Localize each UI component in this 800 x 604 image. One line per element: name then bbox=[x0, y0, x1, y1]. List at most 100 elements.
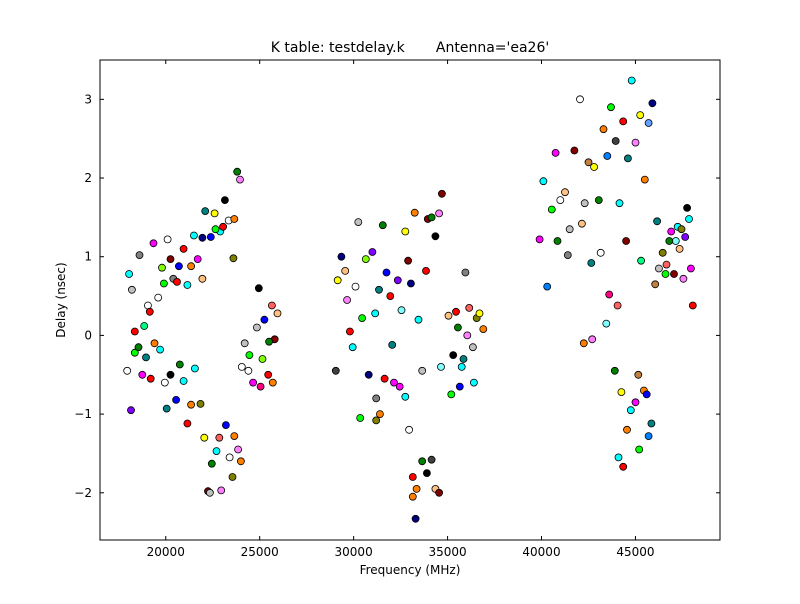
data-point bbox=[635, 445, 644, 454]
data-point bbox=[179, 244, 188, 253]
data-point bbox=[401, 392, 410, 401]
data-point bbox=[431, 232, 440, 241]
data-point bbox=[268, 378, 277, 387]
data-point bbox=[681, 233, 690, 241]
data-point bbox=[210, 209, 219, 218]
data-point bbox=[206, 233, 215, 241]
data-point bbox=[123, 366, 132, 375]
x-tick-label: 35000 bbox=[428, 545, 466, 559]
data-point bbox=[619, 117, 628, 126]
data-point bbox=[159, 279, 168, 288]
data-point bbox=[623, 425, 631, 434]
data-point bbox=[401, 227, 410, 236]
data-point bbox=[675, 244, 684, 253]
data-point bbox=[244, 366, 253, 375]
data-point bbox=[561, 188, 569, 197]
data-point bbox=[183, 419, 192, 428]
data-point bbox=[412, 484, 421, 493]
data-point bbox=[217, 486, 226, 495]
data-point bbox=[658, 248, 667, 257]
data-point bbox=[576, 95, 584, 104]
data-point bbox=[570, 146, 579, 155]
data-point bbox=[667, 227, 676, 236]
data-point bbox=[354, 218, 363, 227]
data-point bbox=[130, 348, 139, 357]
data-point bbox=[207, 459, 216, 468]
data-point bbox=[245, 351, 254, 360]
data-point bbox=[469, 378, 478, 387]
data-point bbox=[563, 251, 572, 260]
x-tick-label: 45000 bbox=[616, 545, 654, 559]
data-point bbox=[637, 256, 645, 265]
data-point bbox=[175, 360, 184, 369]
data-point bbox=[142, 353, 150, 362]
data-point bbox=[408, 473, 417, 481]
y-tick-label: 1 bbox=[84, 250, 92, 264]
data-point bbox=[254, 284, 263, 293]
data-point bbox=[193, 255, 202, 264]
data-point bbox=[427, 455, 436, 464]
data-point bbox=[553, 237, 562, 245]
data-point bbox=[212, 447, 221, 456]
data-point bbox=[611, 137, 620, 145]
data-point bbox=[351, 282, 360, 291]
data-point bbox=[599, 125, 608, 134]
data-point bbox=[273, 309, 282, 318]
data-point bbox=[607, 103, 615, 112]
data-point bbox=[375, 285, 383, 294]
data-point bbox=[249, 378, 258, 387]
data-point bbox=[627, 76, 636, 85]
data-point bbox=[535, 235, 544, 244]
data-point bbox=[341, 266, 350, 275]
data-point bbox=[435, 209, 444, 218]
data-point bbox=[437, 362, 445, 371]
data-point bbox=[265, 337, 274, 346]
data-point bbox=[662, 260, 671, 269]
data-point bbox=[125, 270, 134, 278]
data-point bbox=[236, 457, 245, 466]
data-point bbox=[453, 323, 462, 332]
data-point bbox=[584, 158, 593, 167]
data-point bbox=[452, 307, 460, 316]
data-point bbox=[196, 399, 205, 408]
data-point bbox=[219, 222, 228, 231]
data-point bbox=[670, 270, 678, 278]
data-point bbox=[603, 152, 612, 160]
data-point bbox=[140, 322, 149, 330]
data-point bbox=[461, 268, 470, 277]
data-point bbox=[648, 99, 657, 108]
data-points bbox=[123, 76, 697, 523]
data-point bbox=[127, 406, 135, 415]
y-axis-label: Delay (nsec) bbox=[54, 262, 68, 337]
data-point bbox=[671, 237, 680, 245]
data-point bbox=[386, 292, 395, 301]
y-tick-label: −1 bbox=[74, 407, 92, 421]
data-point bbox=[343, 296, 352, 304]
data-point bbox=[631, 398, 640, 407]
data-point bbox=[156, 345, 165, 354]
y-tick-label: −2 bbox=[74, 486, 92, 500]
data-point bbox=[230, 432, 239, 441]
data-point bbox=[661, 270, 670, 278]
data-point bbox=[590, 163, 598, 171]
data-point bbox=[687, 264, 695, 273]
data-point bbox=[127, 285, 136, 294]
data-point bbox=[221, 421, 230, 430]
data-point bbox=[390, 378, 398, 387]
data-point bbox=[174, 262, 183, 271]
data-point bbox=[348, 343, 357, 352]
data-point bbox=[551, 148, 560, 157]
data-point bbox=[146, 374, 155, 383]
data-point bbox=[130, 327, 139, 336]
data-point bbox=[166, 370, 175, 379]
data-point bbox=[138, 370, 147, 379]
data-point bbox=[149, 239, 158, 248]
data-point bbox=[622, 237, 630, 245]
data-point bbox=[264, 370, 273, 379]
data-point bbox=[189, 231, 198, 240]
data-point bbox=[356, 414, 365, 422]
data-point bbox=[166, 255, 175, 264]
data-point bbox=[587, 259, 596, 267]
data-point bbox=[602, 319, 611, 328]
data-point bbox=[375, 410, 384, 419]
